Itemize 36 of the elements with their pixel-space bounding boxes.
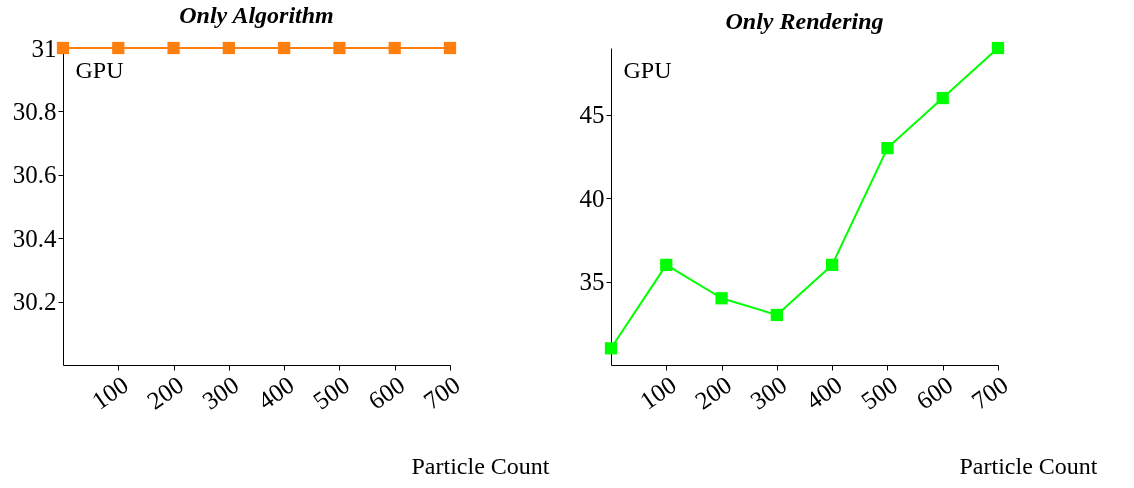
y-tick-label: 35 [579,268,605,296]
point [715,292,728,305]
point [991,41,1005,55]
x-tick-label: 700 [966,370,1013,415]
y-tick-label: 30.4 [12,224,57,252]
x-tick-label: 200 [690,370,737,415]
point [826,258,839,272]
x-tick-label: 200 [142,370,189,415]
chart-title: Only Algorithm [179,2,334,28]
x-tick-label: 600 [363,370,410,415]
point [936,91,949,105]
x-tick-label: 100 [86,370,134,415]
x-tick-label: 100 [634,370,682,415]
y-axis-title: GPU [75,56,124,83]
y-tick-label: 30.8 [12,97,57,125]
chart-title: Only Rendering [725,7,884,34]
point [770,308,783,322]
x-tick-label: 500 [308,370,355,415]
x-tick-label: 700 [418,370,465,415]
x-tick-label: 600 [911,370,958,415]
y-tick-label: 30.6 [12,161,57,189]
x-tick-label: 500 [856,370,903,415]
x-tick-label: 300 [745,370,792,415]
point [604,342,618,355]
y-axis-title: GPU [623,56,672,83]
point [881,141,894,155]
x-axis-title: Particle Count [959,452,1098,479]
point [660,258,673,272]
y-tick-label: 40 [579,184,605,212]
x-axis-title: Particle Count [411,452,550,479]
x-tick-label: 400 [800,370,847,415]
x-tick-label: 400 [252,370,299,415]
x-tick-label: 300 [197,370,244,415]
y-tick-label: 30.2 [12,288,57,316]
y-tick-label: 45 [579,101,605,129]
y-tick-label: 31 [31,34,57,62]
